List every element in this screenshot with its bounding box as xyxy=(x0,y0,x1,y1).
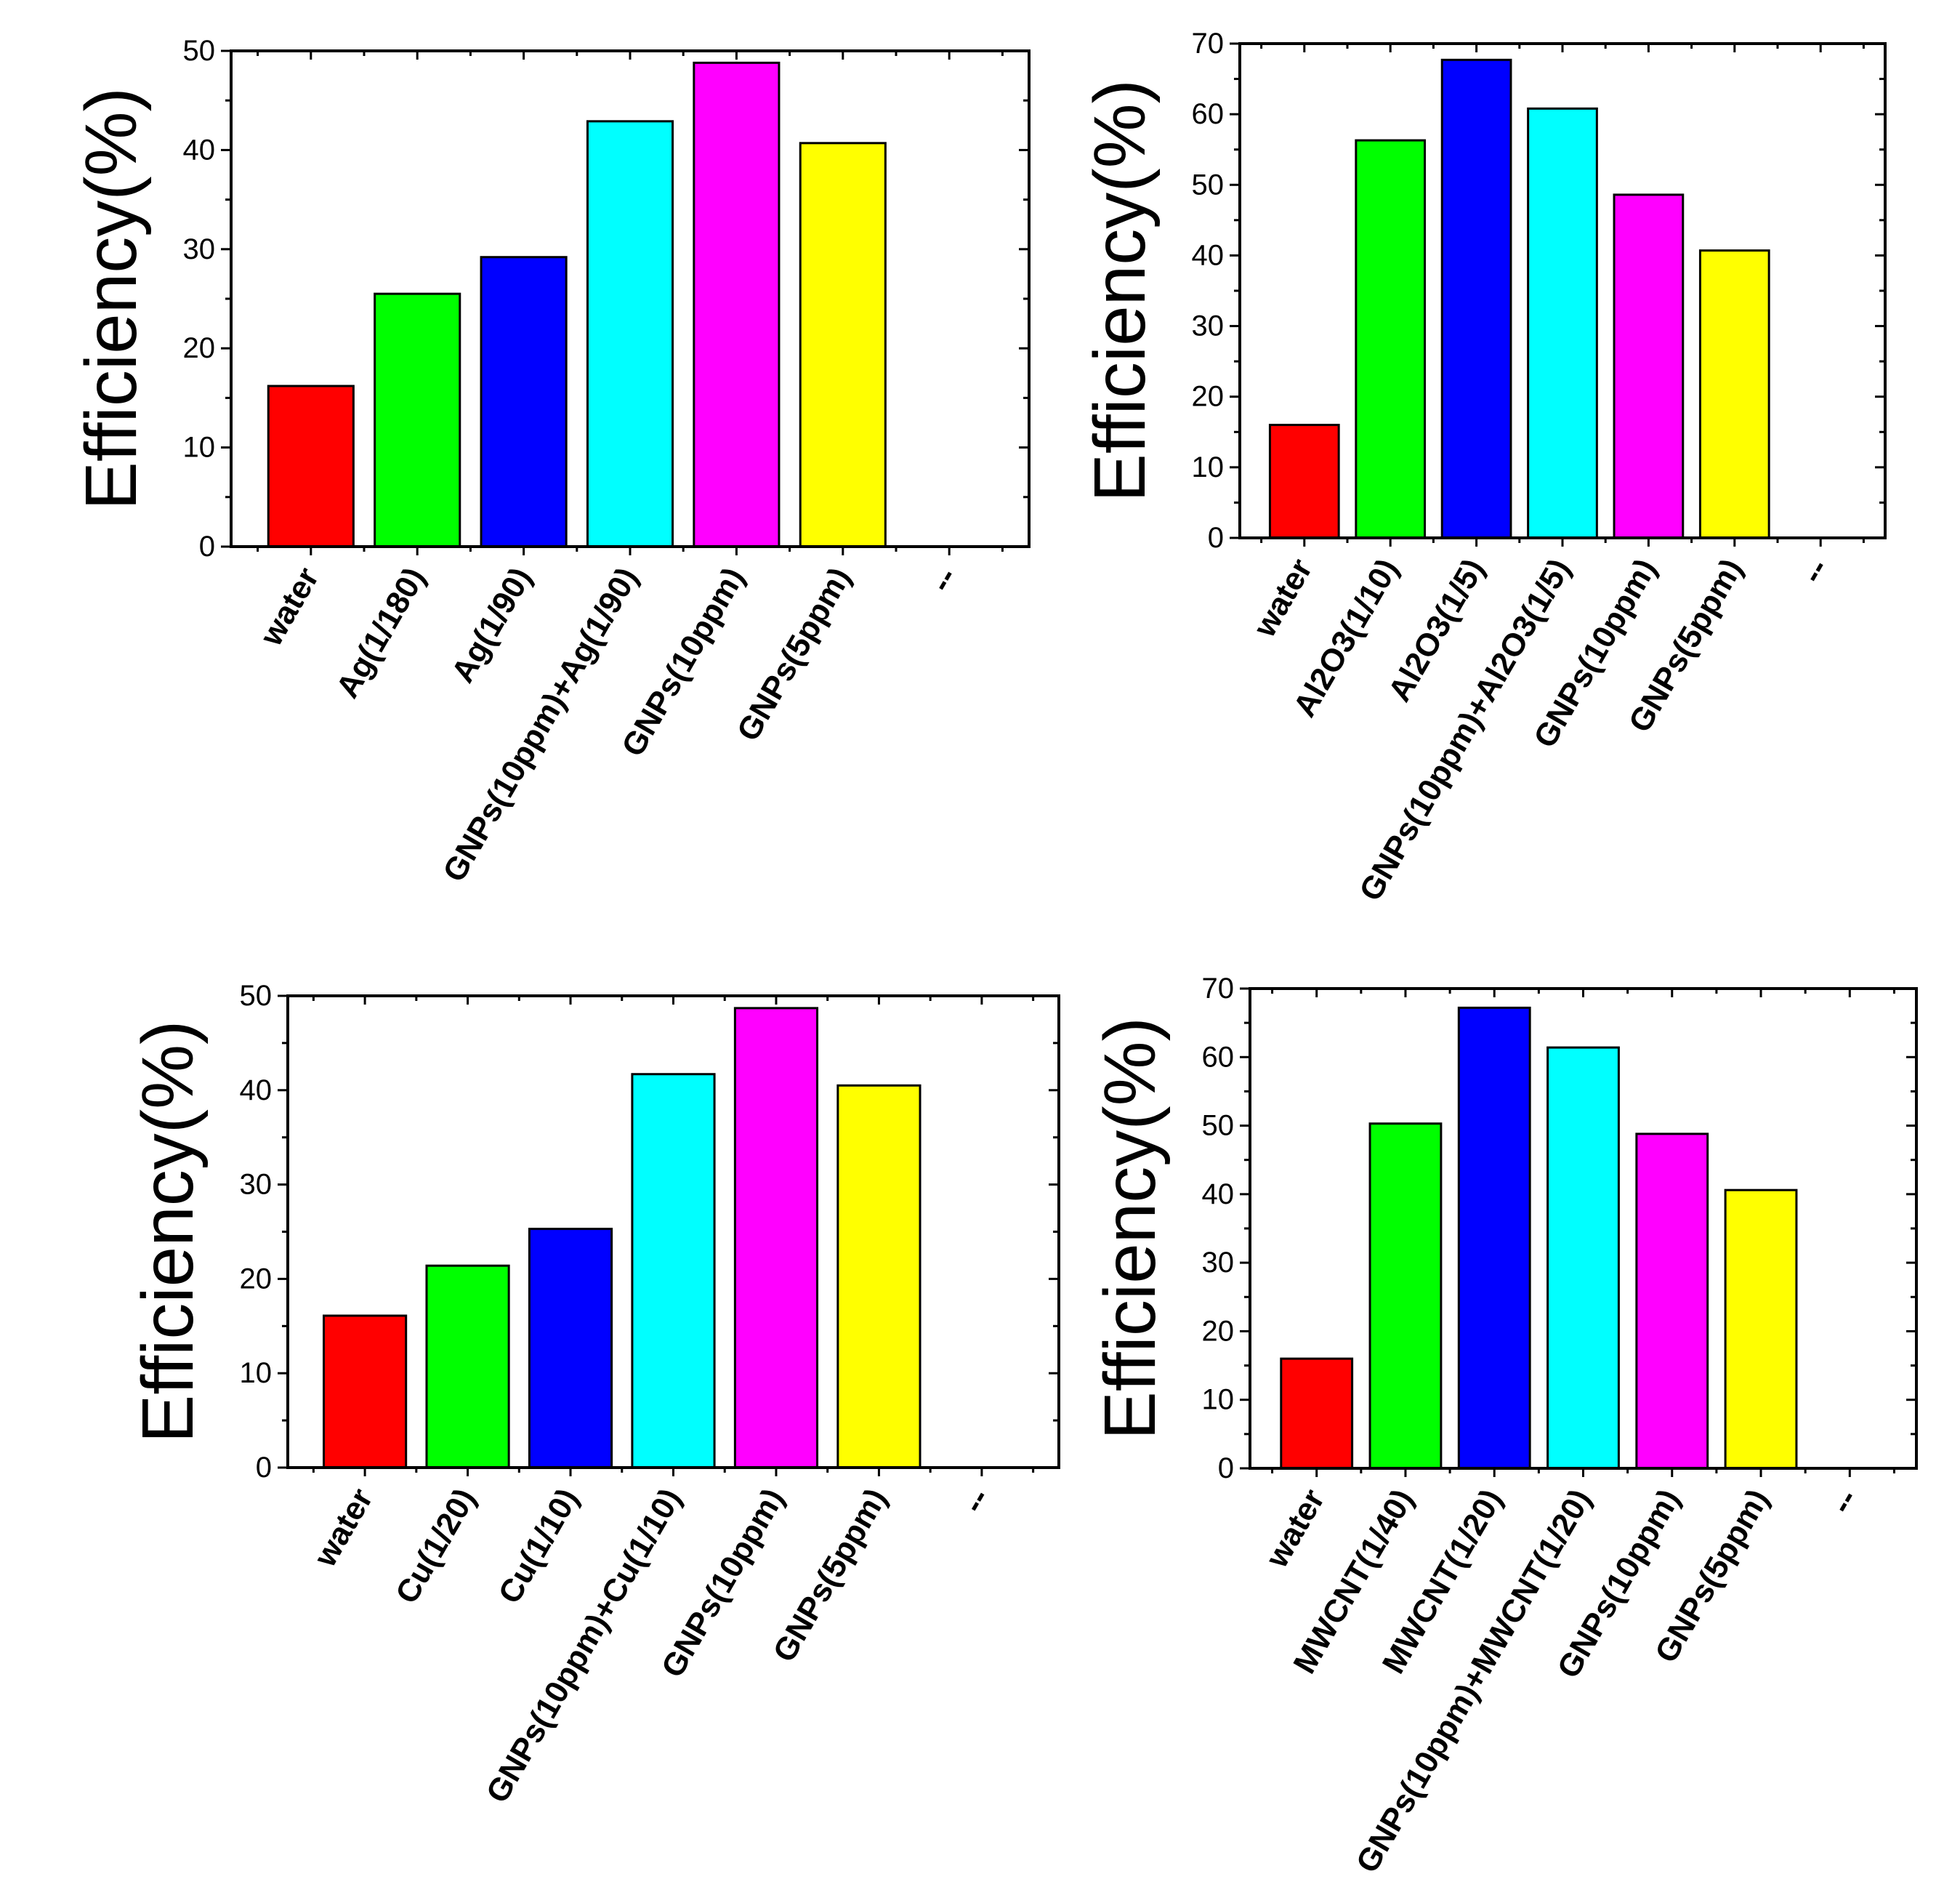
y-tick-label: 60 xyxy=(1192,98,1225,130)
y-tick-label: 30 xyxy=(183,233,216,265)
bar xyxy=(323,1314,408,1469)
x-category-label: water xyxy=(1259,1484,1331,1574)
x-category-label: Ag(1/90) xyxy=(445,562,539,689)
y-tick-label: 0 xyxy=(1208,522,1224,554)
chart-panel-al2o3: Efficiency(%)010203040506070waterAl2O3(1… xyxy=(1079,28,1887,907)
y-axis-title: Efficiency(%) xyxy=(127,1021,209,1444)
x-category-label: GNPs(10ppm)+Cu(1/10) xyxy=(480,1483,689,1809)
x-category-label: GNPs(10ppm)+Ag(1/90) xyxy=(436,562,645,888)
y-tick-label: 30 xyxy=(240,1169,273,1201)
x-category-label: Ag(1/180) xyxy=(329,562,432,704)
bar xyxy=(1368,1122,1443,1470)
y-tick-label: 0 xyxy=(199,531,215,563)
x-category-label: water xyxy=(1246,553,1319,644)
y-tick-label: 40 xyxy=(183,134,216,166)
bar xyxy=(1268,424,1340,539)
bar xyxy=(799,142,887,548)
x-category-label: GNPs(5ppm) xyxy=(730,562,858,747)
bar xyxy=(586,120,674,548)
bar xyxy=(425,1264,510,1469)
y-tick-label: 30 xyxy=(1202,1247,1235,1279)
bar xyxy=(1546,1046,1620,1470)
y-tick-label: 0 xyxy=(256,1452,272,1484)
y-tick-label: 10 xyxy=(183,432,216,464)
x-category-label: -- xyxy=(1794,553,1836,590)
y-tick-label: 20 xyxy=(240,1263,273,1295)
bar xyxy=(1280,1357,1354,1470)
y-tick-label: 50 xyxy=(1202,1110,1235,1142)
x-category-label: Cu(1/20) xyxy=(389,1483,483,1610)
bar xyxy=(1698,249,1770,539)
bar xyxy=(528,1228,613,1469)
bar xyxy=(374,292,461,548)
y-axis-title: Efficiency(%) xyxy=(1079,79,1161,502)
y-tick-label: 10 xyxy=(240,1357,273,1389)
bar xyxy=(1613,193,1685,539)
bar xyxy=(1457,1006,1531,1470)
y-tick-label: 20 xyxy=(1202,1315,1235,1347)
y-tick-label: 30 xyxy=(1192,310,1225,342)
y-tick-label: 40 xyxy=(1192,239,1225,271)
y-axis-title: Efficiency(%) xyxy=(70,87,152,510)
x-category-label: -- xyxy=(955,1483,996,1519)
bar xyxy=(836,1084,921,1469)
y-tick-label: 20 xyxy=(1192,381,1225,413)
bar xyxy=(1355,139,1427,539)
y-tick-label: 40 xyxy=(1202,1178,1235,1210)
chart-panel-mwcnt: Efficiency(%)010203040506070waterMWCNT(1… xyxy=(1089,973,1918,1879)
bar xyxy=(1724,1188,1798,1470)
x-category-label: Cu(1/10) xyxy=(491,1483,585,1610)
x-category-label: water xyxy=(307,1483,379,1574)
y-tick-label: 10 xyxy=(1192,451,1225,483)
bar xyxy=(733,1007,819,1469)
chart-panel-cu: Efficiency(%) 0 10 20 30 40 50 water Cu(1/20) Cu(… xyxy=(127,980,1060,1809)
bar xyxy=(267,385,355,548)
x-category-label: -- xyxy=(923,562,964,598)
y-tick-label: 50 xyxy=(183,35,216,67)
bar xyxy=(1440,58,1512,539)
y-axis-title: Efficiency(%) xyxy=(1089,1017,1171,1440)
y-tick-label: 10 xyxy=(1202,1384,1235,1416)
y-tick-label: 0 xyxy=(1218,1452,1234,1484)
y-tick-label: 50 xyxy=(1192,169,1225,201)
chart-panel-ag: Efficiency(%) 0 10 20 30 40 50 water Ag(1/180) Ag… xyxy=(70,35,1031,888)
x-category-label: GNPs(5ppm) xyxy=(766,1483,894,1668)
bar xyxy=(631,1073,716,1469)
bar xyxy=(693,61,781,548)
y-tick-label: 60 xyxy=(1202,1041,1235,1073)
bar xyxy=(1527,107,1598,539)
bar xyxy=(480,256,568,548)
y-tick-label: 50 xyxy=(240,980,273,1012)
x-category-label: -- xyxy=(1823,1484,1865,1520)
y-tick-label: 70 xyxy=(1192,28,1225,60)
y-tick-label: 20 xyxy=(183,332,216,364)
x-category-label: water xyxy=(253,562,326,653)
y-tick-label: 40 xyxy=(240,1074,273,1106)
bar xyxy=(1635,1132,1709,1470)
y-tick-label: 70 xyxy=(1202,973,1235,1005)
